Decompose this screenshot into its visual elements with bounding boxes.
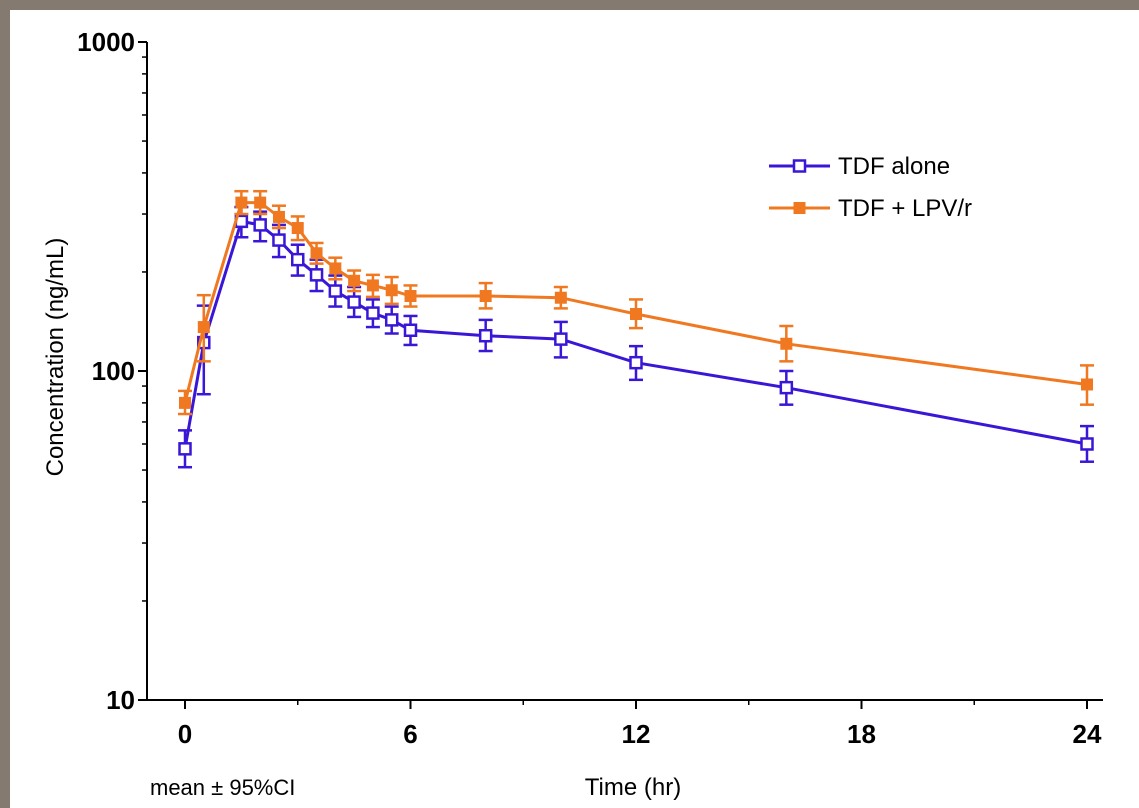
data-point [780,337,793,350]
data-point [478,328,493,343]
chart-frame: 10 100 1000 0 6 12 18 24 TDF alone TDF + LPV/r C… [10,10,1139,808]
data-point [310,247,323,260]
data-point [404,290,417,303]
legend-label: TDF + LPV/r [838,195,972,222]
data-point [253,218,267,232]
data-point [630,308,642,321]
data-point [328,284,343,298]
concentration-time-chart: 10 100 1000 0 6 12 18 24 TDF alone TDF + LPV/r C… [42,27,1103,801]
data-point [272,210,285,223]
data-point [554,291,567,304]
x-tick-label: 0 [178,719,192,749]
data-point [179,396,191,409]
legend-item-2: TDF + LPV/r [769,195,972,222]
data-point [197,321,210,334]
data-point [347,295,361,309]
y-tick-label: 10 [106,685,135,715]
legend-label: TDF alone [838,153,950,180]
data-point [235,196,248,209]
x-axis-title: Time (hr) [585,774,681,801]
legend: TDF alone TDF + LPV/r [769,153,972,222]
series-layer [178,189,1094,469]
data-point [385,284,398,297]
legend-swatch-marker [792,159,807,173]
axes: 10 100 1000 0 6 12 18 24 [77,27,1103,749]
data-point [291,252,305,267]
legend-item-1: TDF alone [769,153,950,180]
data-point [384,313,399,327]
legend-swatch-marker [793,202,806,214]
data-point [254,196,267,209]
data-point [272,233,286,247]
data-point [309,268,324,282]
data-point [366,306,380,320]
data-point [629,355,643,370]
x-tick-label: 12 [622,719,651,749]
data-point [1080,437,1094,451]
data-point [348,274,361,287]
x-tick-label: 24 [1073,719,1102,749]
mean-ci-note: mean ± 95%CI [150,775,295,800]
data-point [329,262,342,275]
y-tick-label: 1000 [77,27,135,57]
series-2 [178,189,1094,416]
data-point [479,290,492,303]
y-tick-label: 100 [92,356,135,386]
x-tick-label: 18 [847,719,876,749]
data-point [779,380,794,395]
data-point [554,332,568,346]
data-point [178,442,192,456]
data-point [366,279,379,292]
data-point [1081,378,1093,391]
data-point [403,323,418,338]
y-axis-title: Concentration (ng/mL) [42,238,69,477]
x-tick-label: 6 [403,719,417,749]
data-point [291,222,304,235]
